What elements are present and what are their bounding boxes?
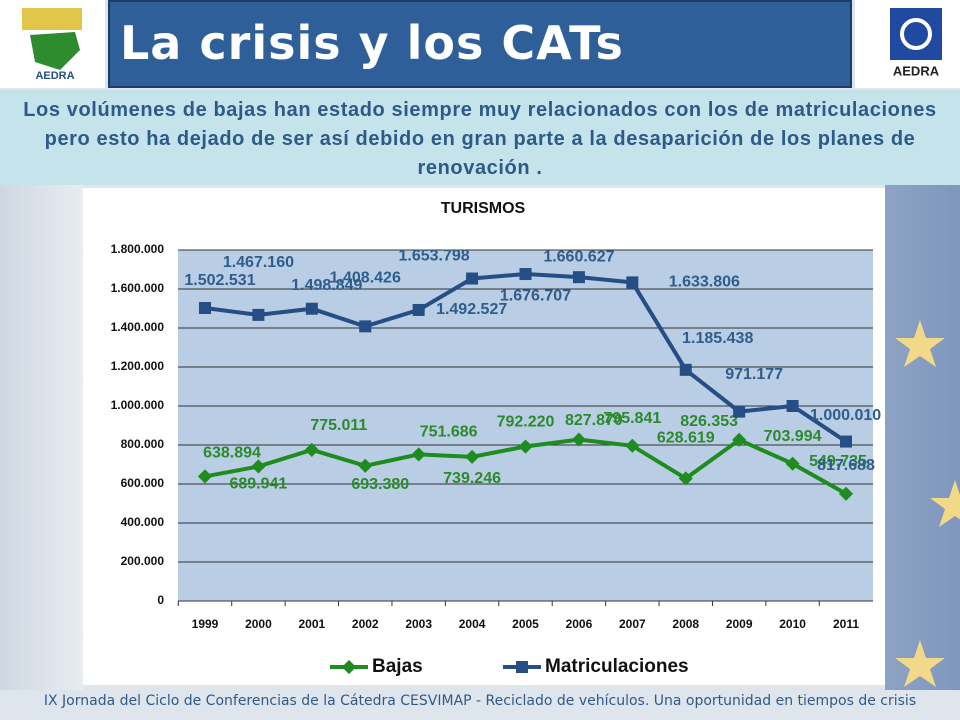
data-label: 693.380 (351, 476, 409, 493)
logo: AEDRA (0, 0, 105, 88)
point (732, 432, 747, 447)
legend-marker (516, 661, 528, 673)
x-tick-label: 2009 (726, 617, 753, 631)
plot-area (178, 250, 873, 601)
data-label: 751.686 (420, 424, 478, 441)
point (679, 363, 692, 376)
point (358, 458, 373, 473)
data-label: 549.735 (809, 453, 867, 470)
x-tick-label: 2011 (833, 617, 859, 631)
point (197, 469, 213, 484)
x-tick-label: 2002 (352, 617, 379, 631)
y-tick-label: 1.600.000 (111, 281, 165, 295)
point (251, 459, 266, 474)
data-label: 1.653.798 (398, 248, 469, 265)
data-label: 628.619 (657, 430, 715, 447)
point (465, 449, 480, 464)
data-label: 971.177 (725, 366, 783, 383)
x-tick-label: 2001 (298, 617, 325, 631)
data-label: 1.676.707 (500, 287, 571, 304)
svg-text:AEDRA: AEDRA (893, 63, 940, 78)
point (411, 447, 426, 462)
legend-label: Bajas (372, 656, 423, 677)
data-label: 689.941 (229, 476, 287, 493)
point (466, 272, 479, 285)
y-tick-label: 800.000 (121, 437, 165, 451)
data-label: 739.246 (443, 470, 501, 487)
data-label: 826.353 (680, 413, 738, 430)
x-tick-label: 2004 (459, 617, 486, 631)
title-box: La crisis y los CATs (108, 0, 852, 88)
y-tick-label: 0 (157, 593, 164, 607)
point (625, 438, 640, 453)
x-tick-label: 1999 (192, 617, 219, 631)
point (518, 439, 533, 454)
background (885, 185, 960, 690)
x-tick-label: 2006 (566, 617, 593, 631)
point (359, 320, 372, 333)
y-tick-label: 1.800.000 (111, 242, 165, 256)
data-label: 638.894 (203, 445, 261, 462)
data-label: 1.467.160 (223, 254, 294, 271)
data-label: 1.660.627 (543, 248, 614, 265)
point (678, 471, 693, 486)
legend-label: Matriculaciones (545, 656, 689, 677)
data-label: 795.841 (603, 410, 661, 427)
data-label: 775.011 (310, 417, 367, 434)
subtitle: Los volúmenes de bajas han estado siempr… (0, 90, 960, 185)
data-label: 1.492.527 (436, 301, 507, 318)
point (785, 456, 800, 471)
point (626, 276, 639, 289)
data-label: 1.185.438 (682, 330, 753, 347)
point (572, 271, 585, 284)
data-label: 817.688 (817, 457, 875, 474)
x-tick-label: 2003 (405, 617, 432, 631)
data-label: 792.220 (497, 414, 555, 431)
y-tick-label: 1.400.000 (111, 320, 165, 334)
data-label: 827.870 (565, 412, 623, 429)
data-label: 703.994 (764, 428, 822, 445)
data-label: 1.000.010 (810, 407, 881, 424)
data-label: 1.502.531 (184, 272, 255, 289)
background (0, 185, 83, 690)
x-tick-label: 2010 (779, 617, 806, 631)
legend-marker (341, 659, 357, 675)
data-label: 1.408.426 (330, 270, 401, 287)
chart-title: TURISMOS (441, 200, 526, 217)
y-tick-label: 1.000.000 (111, 398, 165, 412)
chart: TURISMOS 0 200.000 400.000 600.000 800.000 1.… (83, 188, 885, 685)
footer: IX Jornada del Ciclo de Conferencias de … (43, 693, 917, 709)
x-tick-label: 2000 (245, 617, 272, 631)
data-label: 1.498.849 (291, 277, 362, 294)
y-tick-label: 1.200.000 (111, 359, 165, 373)
point (838, 486, 854, 501)
y-tick-label: 600.000 (121, 476, 165, 490)
x-tick-label: 2005 (512, 617, 539, 631)
y-tick-label: 200.000 (121, 554, 165, 568)
y-tick-label: 400.000 (121, 515, 165, 529)
svg-text:AEDRA: AEDRA (35, 70, 74, 82)
point (252, 308, 265, 321)
point (519, 268, 532, 281)
x-tick-label: 2007 (619, 617, 646, 631)
point (305, 302, 318, 315)
logo: AEDRA (855, 0, 960, 88)
slide-title: La crisis y los CATs (120, 16, 624, 70)
point (733, 405, 746, 418)
data-label: 1.633.806 (669, 274, 740, 291)
x-tick-label: 2008 (672, 617, 699, 631)
point (412, 303, 425, 316)
point (840, 435, 852, 448)
point (786, 399, 799, 412)
stars (895, 320, 960, 687)
point (199, 302, 211, 315)
